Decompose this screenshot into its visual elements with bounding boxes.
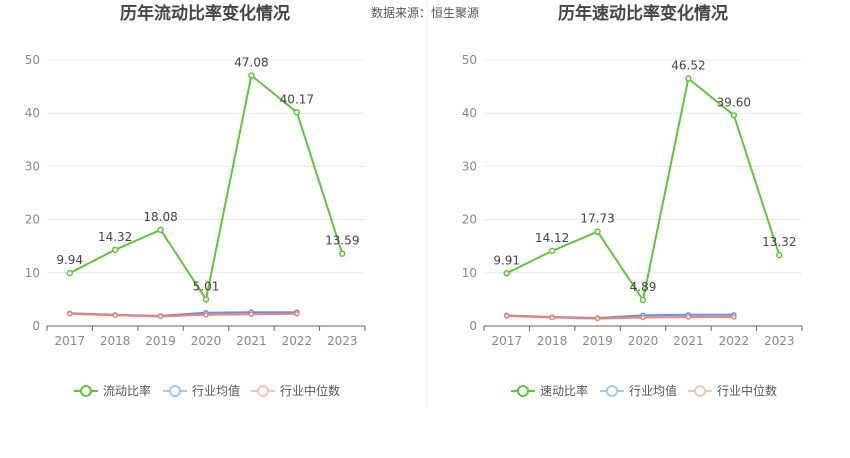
- data-label: 18.08: [143, 210, 177, 224]
- data-label: 17.73: [580, 212, 614, 226]
- current-ratio-chart: 0 10 20 30 40 50 2017 2018 2019 2020 2021 2022 2023 9…: [25, 53, 366, 348]
- data-point-median: [66, 311, 73, 317]
- data-point-main: [503, 270, 510, 277]
- x-tick-label: 2019: [582, 334, 613, 348]
- x-tick-label: 2021: [236, 334, 267, 348]
- y-tick-label: 50: [25, 53, 40, 67]
- data-label: 9.91: [493, 253, 520, 267]
- x-tick-label: 2023: [764, 334, 795, 348]
- y-tick-label: 0: [469, 319, 477, 333]
- x-tick-label: 2021: [673, 334, 704, 348]
- data-point-median: [112, 312, 118, 319]
- x-tick-label: 2022: [282, 334, 313, 348]
- data-label: 39.60: [717, 95, 751, 109]
- series-line-main: [506, 77, 781, 301]
- chart-title-current-ratio: 历年流动比率变化情况: [120, 3, 290, 24]
- x-tick-label: 2020: [628, 334, 659, 348]
- data-point-main: [111, 246, 119, 254]
- data-point-main: [157, 226, 164, 234]
- y-tick-label: 10: [25, 266, 40, 280]
- data-label: 13.32: [762, 235, 796, 249]
- series-line-median: [506, 314, 734, 320]
- chart-title-quick-ratio: 历年速动比率变化情况: [558, 3, 728, 24]
- y-tick-label: 50: [462, 53, 477, 67]
- data-point-median: [549, 314, 555, 321]
- legend-quick-ratio: 速动比率 行业均值 行业中位数: [511, 383, 777, 398]
- legend-median-marker: [257, 385, 269, 397]
- legend-median-label: 行业中位数: [280, 383, 340, 398]
- legend-main-marker: [517, 385, 529, 397]
- data-point-median: [594, 315, 601, 322]
- legend-main-label: 流动比率: [103, 383, 151, 398]
- data-label: 47.08: [234, 56, 268, 70]
- data-point-median: [503, 313, 510, 319]
- data-point-main: [202, 296, 210, 303]
- data-point-main: [639, 296, 647, 304]
- quick-ratio-chart: 0 10 20 30 40 50 2017 2018 2019 2020 2021 2022 2023 9…: [462, 53, 803, 348]
- x-tick-label: 2020: [191, 334, 222, 348]
- x-tick-label: 2018: [537, 334, 568, 348]
- data-label: 5.01: [193, 279, 220, 293]
- legend-main-marker: [80, 385, 92, 397]
- y-tick-label: 40: [25, 106, 40, 120]
- data-point-main: [776, 251, 783, 259]
- data-point-median: [685, 314, 692, 320]
- data-point-median: [203, 312, 209, 318]
- x-tick-label: 2017: [54, 334, 85, 348]
- data-label: 14.12: [535, 231, 569, 245]
- y-tick-label: 20: [25, 213, 40, 227]
- data-point-main: [685, 75, 692, 82]
- data-label: 14.32: [98, 230, 132, 244]
- y-tick-label: 10: [462, 266, 477, 280]
- legend-avg-marker: [606, 385, 618, 397]
- legend-item-main[interactable]: 流动比率: [74, 383, 151, 398]
- data-label: 9.94: [56, 253, 83, 267]
- data-source-label: 数据来源：恒生聚源: [371, 5, 479, 20]
- data-label: 46.52: [671, 59, 705, 73]
- data-point-main: [548, 247, 556, 255]
- data-point-median: [248, 311, 255, 318]
- legend-item-median[interactable]: 行业中位数: [251, 383, 340, 398]
- data-point-main: [293, 109, 301, 116]
- data-point-main: [339, 250, 346, 257]
- y-tick-label: 40: [462, 106, 477, 120]
- x-tick-label: 2019: [145, 334, 176, 348]
- series-line-main: [69, 74, 344, 301]
- legend-avg-marker: [169, 385, 181, 397]
- legend-item-main[interactable]: 速动比率: [511, 383, 588, 398]
- data-point-median: [640, 314, 646, 321]
- data-point-main: [730, 112, 738, 119]
- data-point-main: [248, 72, 255, 79]
- legend-median-marker: [694, 385, 706, 397]
- data-point-main: [66, 269, 73, 277]
- y-tick-label: 30: [25, 159, 40, 173]
- x-tick-label: 2022: [719, 334, 750, 348]
- x-tick-label: 2018: [100, 334, 131, 348]
- legend-item-avg[interactable]: 行业均值: [163, 383, 240, 398]
- data-label: 4.89: [630, 280, 657, 294]
- legend-item-median[interactable]: 行业中位数: [688, 383, 777, 398]
- x-tick-label: 2023: [327, 334, 358, 348]
- x-tick-label: 2017: [491, 334, 522, 348]
- legend-avg-label: 行业均值: [629, 383, 677, 398]
- data-point-main: [594, 228, 601, 235]
- legend-median-label: 行业中位数: [717, 383, 777, 398]
- legend-current-ratio: 流动比率 行业均值 行业中位数: [74, 383, 340, 398]
- y-tick-label: 0: [32, 319, 40, 333]
- series-line-median: [69, 312, 297, 318]
- y-tick-label: 30: [462, 159, 477, 173]
- legend-item-avg[interactable]: 行业均值: [600, 383, 677, 398]
- data-point-median: [157, 313, 164, 320]
- data-label: 13.59: [325, 234, 359, 248]
- legend-avg-label: 行业均值: [192, 383, 240, 398]
- y-tick-label: 20: [462, 213, 477, 227]
- legend-main-label: 速动比率: [540, 383, 588, 398]
- data-point-median: [294, 311, 300, 317]
- data-label: 40.17: [280, 92, 314, 106]
- data-point-median: [731, 314, 737, 320]
